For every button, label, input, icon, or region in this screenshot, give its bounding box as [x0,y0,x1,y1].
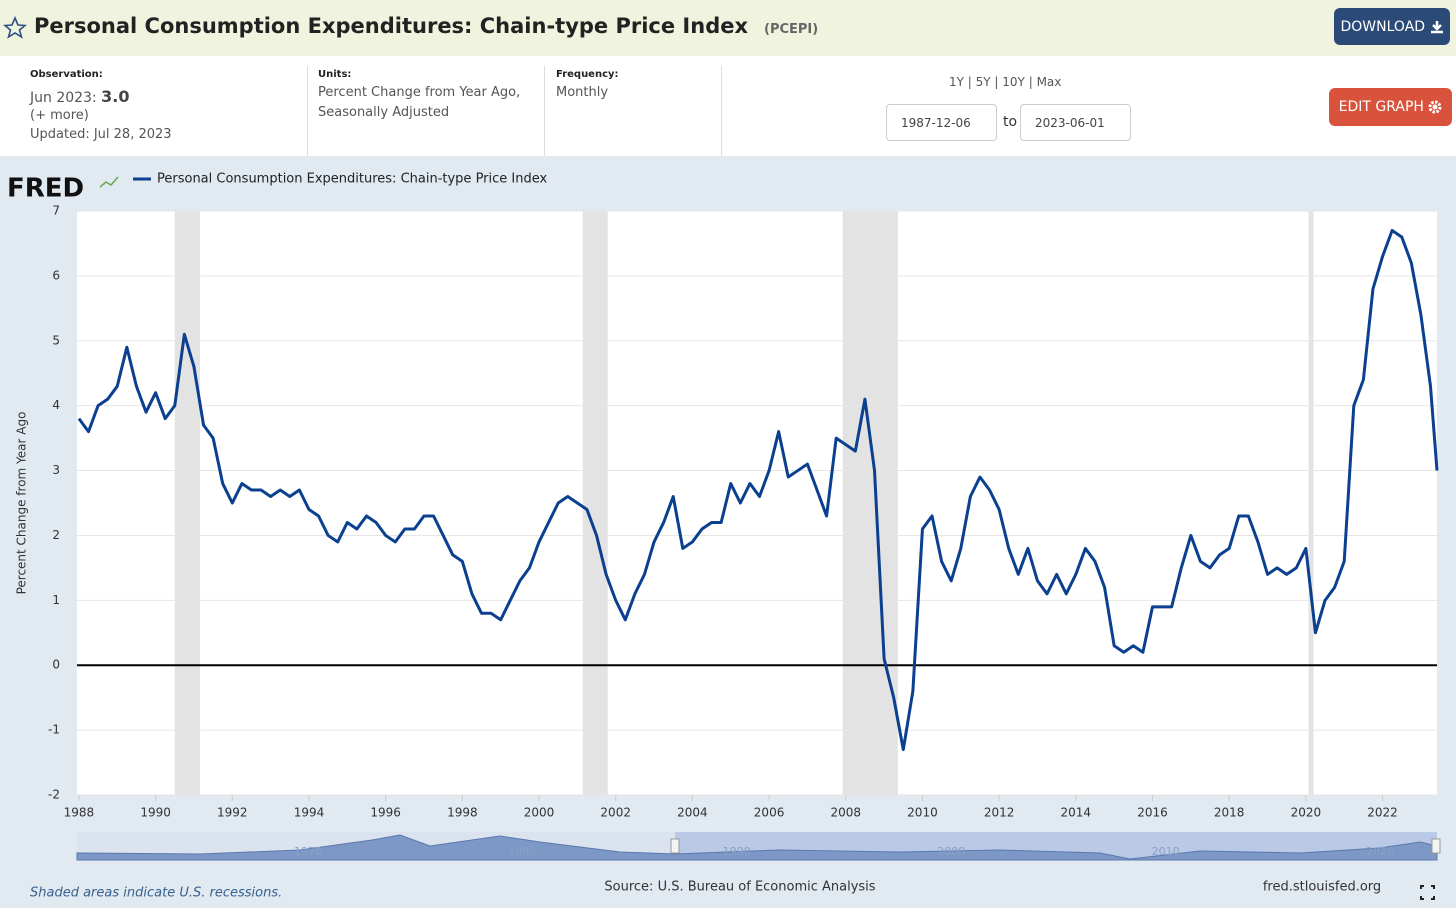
series-id: (PCEPI) [764,22,819,37]
x-tick-label: 2016 [1137,806,1168,820]
x-tick-label: 2006 [754,806,785,820]
edit-graph-text: EDIT GRAPH [1338,99,1424,115]
x-tick-label: 2002 [600,806,631,820]
y-tick-label: 6 [52,268,60,282]
recession-band [174,211,201,795]
recession-note: Shaded areas indicate U.S. recessions. [30,886,282,901]
y-tick-label: 4 [52,398,60,412]
divider [307,66,308,156]
observation-value: 3.0 [101,87,130,106]
x-tick-label: 2004 [677,806,708,820]
navigator-label: 2020 [1366,845,1394,858]
y-tick-label: 3 [52,463,60,477]
plot: -2 -1 0 1 2 3 4 5 6 7 1988 1990 1992 1994 1996 1998 2000… [15,204,1439,820]
x-tick-label: 1994 [294,806,325,820]
y-tick-label: 7 [52,204,60,218]
download-text: DOWNLOAD [1340,18,1426,35]
edit-graph-button[interactable]: EDIT GRAPH [1329,88,1452,126]
y-tick-label: -2 [48,788,60,802]
navigator-handle[interactable] [670,838,680,854]
start-date: 1987-12-06 [901,115,971,130]
end-date-input[interactable]: 2023-06-01 [1020,104,1131,141]
chart: FRED -2 -1 0 1 2 3 4 5 6 7 1988 1990 1992 1994 1996 199… [0,156,1456,908]
observation-label: Observation: [30,69,103,80]
frequency: Monthly [556,85,609,100]
updated: Updated: Jul 28, 2023 [30,127,172,142]
y-axis-label: Percent Change from Year Ago [15,412,29,595]
range-link[interactable]: 1Y [949,75,964,89]
navigator-label: 2000 [937,845,965,858]
header-bar [0,0,1456,56]
recession-band [582,211,608,795]
range-link[interactable]: Max [1036,75,1062,89]
y-tick-label: 1 [52,593,60,607]
range-links: 1Y | 5Y | 10Y | Max [949,75,1062,89]
y-tick-label: 2 [52,528,60,542]
download-icon [1430,20,1443,33]
recession-band [1308,211,1314,795]
fullscreen-icon[interactable] [1420,885,1435,900]
recession-band [842,211,898,795]
more-link[interactable]: (+ more) [30,108,89,123]
download-button[interactable]: DOWNLOAD [1334,8,1450,45]
divider [721,66,722,156]
site: fred.stlouisfed.org [1263,880,1381,895]
y-tick-label: -1 [48,723,60,737]
x-tick-label: 1992 [217,806,248,820]
navigator-handle[interactable] [1431,838,1441,854]
x-tick-label: 1990 [140,806,171,820]
observation-date: Jun 2023: [30,90,97,106]
x-tick-label: 2014 [1061,806,1092,820]
units: Percent Change from Year Ago, [318,85,521,100]
start-date-input[interactable]: 1987-12-06 [886,104,997,141]
observation: Jun 2023: 3.0 [30,87,129,106]
range-link[interactable]: 5Y [975,75,991,89]
navigator-label: 1970 [294,845,322,858]
x-tick-label: 1996 [370,806,401,820]
x-tick-label: 2008 [830,806,861,820]
navigator-label: 2010 [1152,845,1180,858]
x-tick-label: 2022 [1367,806,1398,820]
x-tick-label: 2000 [524,806,555,820]
units: Seasonally Adjusted [318,105,450,120]
units-label: Units: [318,69,352,80]
x-tick-label: 1988 [64,806,95,820]
navigator-area [76,834,1438,861]
fred-logo: FRED [7,174,84,204]
y-tick-label: 0 [52,658,60,672]
end-date: 2023-06-01 [1035,115,1105,130]
plot-background [77,211,1437,795]
y-tick-label: 5 [52,333,60,347]
x-tick-label: 2018 [1214,806,1245,820]
source: Source: U.S. Bureau of Economic Analysis [604,880,875,895]
x-tick-label: 2010 [907,806,938,820]
frequency-label: Frequency: [556,69,619,80]
navigator-label: 1990 [723,845,751,858]
navigator-label: 1980 [508,845,536,858]
x-tick-label: 2012 [984,806,1015,820]
gear-icon [1428,100,1442,114]
star-icon[interactable] [3,16,27,40]
legend-label: Personal Consumption Expenditures: Chain… [157,172,548,187]
series-line [77,228,1439,752]
to-label: to [1003,114,1018,130]
navigator-labels: 1970 1980 1990 2000 2010 2020 [294,845,1394,858]
title: Personal Consumption Expenditures: Chain… [34,14,749,38]
range-link[interactable]: 10Y [1002,75,1025,89]
x-tick-label: 2020 [1291,806,1322,820]
logo-icon [99,176,119,188]
divider [544,66,545,156]
x-tick-label: 1998 [447,806,478,820]
